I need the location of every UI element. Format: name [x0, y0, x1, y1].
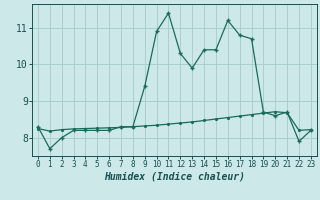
X-axis label: Humidex (Indice chaleur): Humidex (Indice chaleur) [104, 172, 245, 182]
